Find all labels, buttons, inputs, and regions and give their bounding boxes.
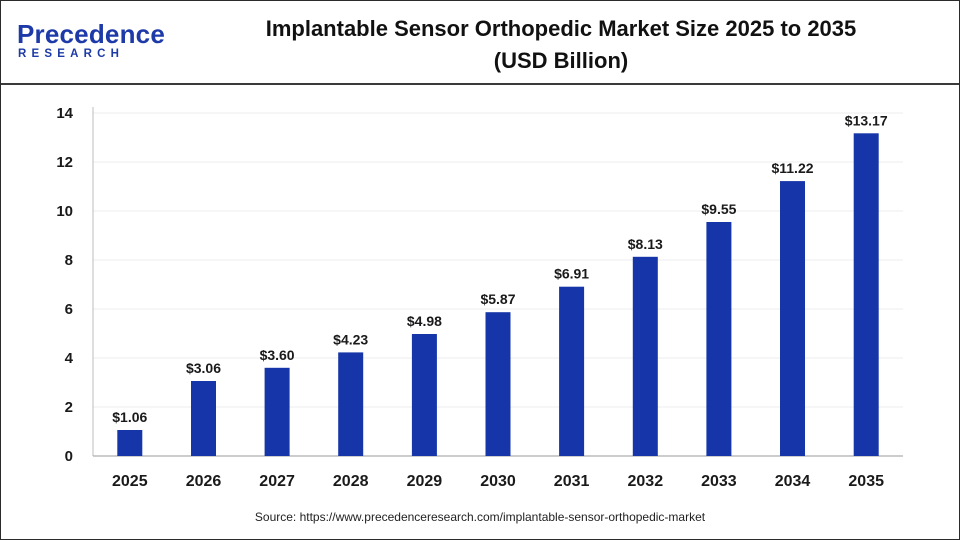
bar-2029	[411, 334, 437, 456]
brand-sub: RESEARCH	[18, 48, 125, 60]
x-tick-label: 2032	[628, 473, 664, 490]
y-tick-label: 0	[65, 448, 73, 465]
bar-value-label: $11.22	[771, 160, 813, 176]
bar-value-label: $13.17	[845, 112, 888, 128]
x-tick-label: 2031	[554, 473, 590, 490]
x-tick-label: 2027	[259, 473, 295, 490]
bar-value-label: $9.55	[701, 201, 736, 217]
x-tick-label: 2030	[480, 473, 516, 490]
bar-value-label: $3.06	[186, 360, 221, 376]
y-tick-label: 4	[65, 350, 74, 367]
y-tick-label: 6	[65, 301, 73, 318]
brand-logo: Precedence RESEARCH	[17, 19, 167, 63]
x-tick-label: 2035	[848, 473, 884, 490]
header-divider	[1, 83, 959, 85]
bar-2035	[853, 133, 879, 457]
y-tick-label: 10	[56, 203, 73, 220]
y-tick-label: 14	[56, 105, 73, 122]
title-line-1: Implantable Sensor Orthopedic Market Siz…	[265, 16, 857, 41]
bar-value-label: $4.98	[407, 313, 442, 329]
x-tick-label: 2026	[186, 473, 222, 490]
bar-2027	[264, 367, 290, 456]
bar-2025	[117, 430, 143, 456]
bar-value-label: $5.87	[480, 291, 515, 307]
bar-2034	[780, 181, 805, 456]
bar-value-label: $4.23	[333, 331, 368, 347]
x-tick-label: 2034	[775, 473, 811, 490]
bar-layer	[117, 133, 879, 457]
label-layer: $1.06 2025 $3.06 2026 $3.60 2027 $4.23 2028 $4.9…	[112, 112, 888, 490]
y-tick-label: 2	[65, 399, 73, 416]
bar-value-label: $8.13	[628, 236, 663, 252]
x-tick-label: 2033	[701, 473, 737, 490]
bar-value-label: $6.91	[554, 266, 589, 282]
x-tick-label: 2025	[112, 473, 148, 490]
bar-2032	[632, 256, 658, 456]
bar-value-label: $3.60	[260, 347, 295, 363]
source-note: Source: https://www.precedenceresearch.c…	[254, 510, 706, 524]
x-tick-label: 2029	[407, 473, 443, 490]
axis-layer: 0 2 4 6 8 10 12 14	[56, 105, 903, 465]
title-line-2: (USD Billion)	[493, 48, 629, 73]
bar-2030	[485, 312, 511, 456]
header: Precedence RESEARCH Implantable Sensor O…	[1, 1, 959, 83]
bar-2033	[706, 222, 732, 456]
y-tick-label: 8	[65, 252, 73, 269]
bar-2026	[191, 381, 216, 456]
bar-2031	[559, 286, 585, 456]
x-tick-label: 2028	[333, 473, 369, 490]
page-title: Implantable Sensor Orthopedic Market Siz…	[211, 13, 911, 77]
brand-name: Precedence	[17, 19, 165, 49]
y-tick-label: 12	[56, 154, 73, 171]
bar-2028	[338, 352, 364, 456]
bar-value-label: $1.06	[112, 409, 147, 425]
